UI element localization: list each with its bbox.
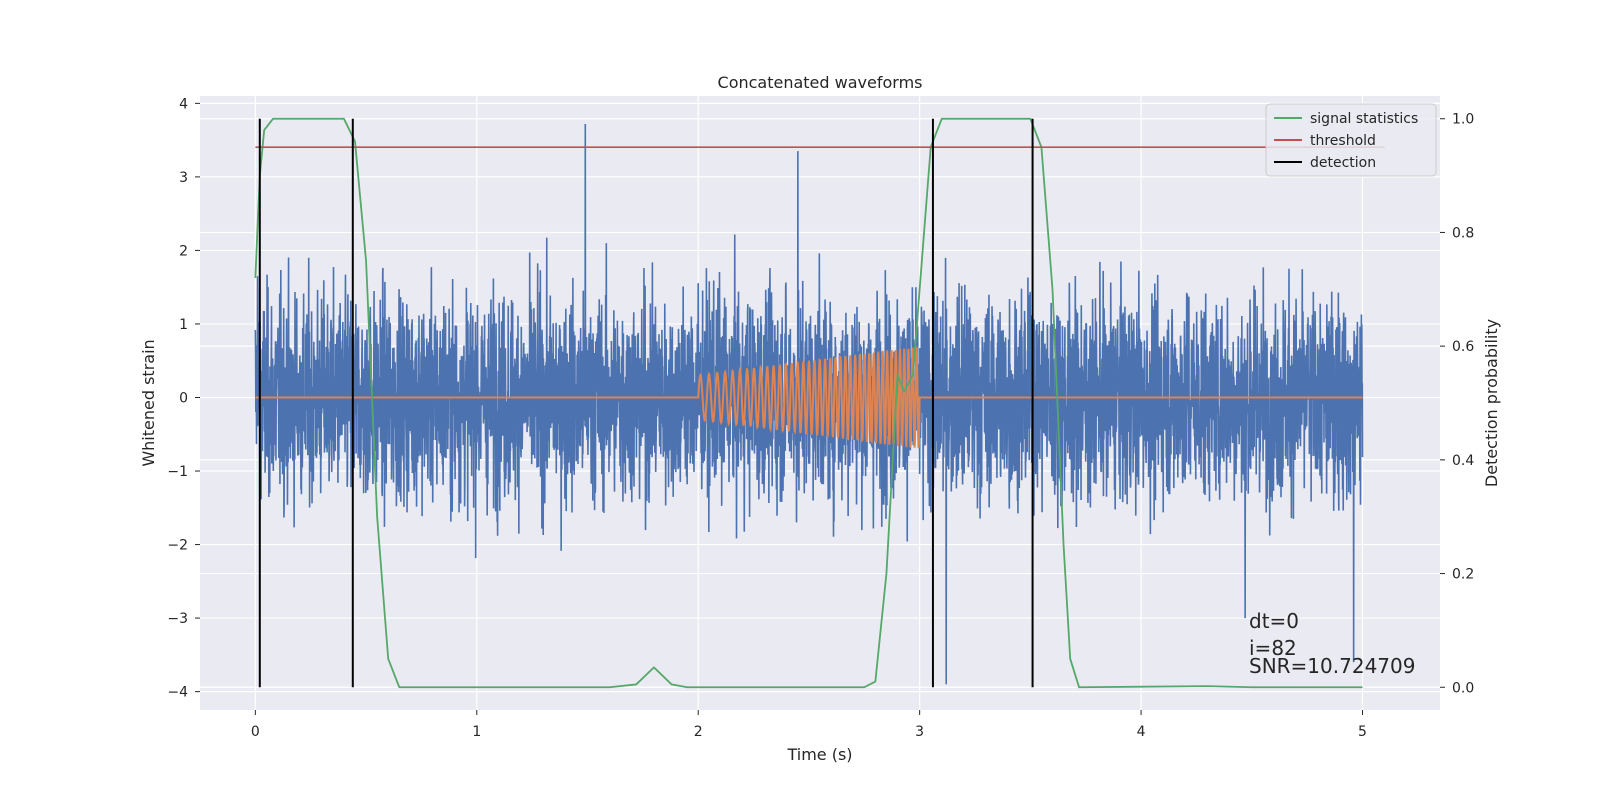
injected-signal-line xyxy=(255,346,1363,449)
legend-label: detection xyxy=(1310,155,1376,171)
y-tick-label: −1 xyxy=(167,464,188,480)
y2-tick-label: 0.2 xyxy=(1452,567,1474,583)
series-layer xyxy=(254,117,1385,689)
x-tick-label: 1 xyxy=(472,724,481,740)
legend: signal statistics threshold detection xyxy=(1265,103,1437,177)
x-tick-label: 2 xyxy=(694,724,703,740)
annotation-index: i=82 xyxy=(1249,636,1297,660)
y2-tick-label: 0.8 xyxy=(1452,225,1474,241)
y2-axis-label: Detection probability xyxy=(1482,319,1501,487)
x-tick-label: 5 xyxy=(1358,724,1367,740)
legend-label: signal statistics xyxy=(1310,111,1418,127)
legend-label: threshold xyxy=(1310,133,1376,149)
annotation-snr: SNR=10.724709 xyxy=(1249,654,1415,678)
ticks: 0 1 2 3 4 5 4 3 2 1 0 −1 −2 −3 −4 1.0 0.8 0.6 0.4 0.2 0.0 xyxy=(167,96,1474,740)
y-tick-label: 0 xyxy=(179,390,188,406)
y2-tick-label: 1.0 xyxy=(1452,112,1474,128)
noise-series-line xyxy=(254,123,1364,685)
chart-title: Concatenated waveforms xyxy=(718,73,923,92)
y-axis-label: Whitened strain xyxy=(139,339,158,466)
legend-box xyxy=(1265,103,1437,177)
y-tick-label: −2 xyxy=(167,538,188,554)
y2-tick-label: 0.6 xyxy=(1452,339,1474,355)
x-tick-label: 3 xyxy=(915,724,924,740)
y2-tick-label: 0.0 xyxy=(1452,680,1474,696)
x-tick-label: 4 xyxy=(1137,724,1146,740)
y-tick-label: 1 xyxy=(179,317,188,333)
y-tick-label: 2 xyxy=(179,243,188,259)
y-tick-label: −4 xyxy=(167,685,188,701)
x-tick-label: 0 xyxy=(251,724,260,740)
x-axis-label: Time (s) xyxy=(786,745,852,764)
y-tick-label: 4 xyxy=(179,96,188,112)
annotation-dt: dt=0 xyxy=(1249,609,1299,633)
y-tick-label: −3 xyxy=(167,611,188,627)
y2-tick-label: 0.4 xyxy=(1452,453,1474,469)
signal-statistics-line xyxy=(254,117,1363,689)
y-tick-label: 3 xyxy=(179,170,188,186)
